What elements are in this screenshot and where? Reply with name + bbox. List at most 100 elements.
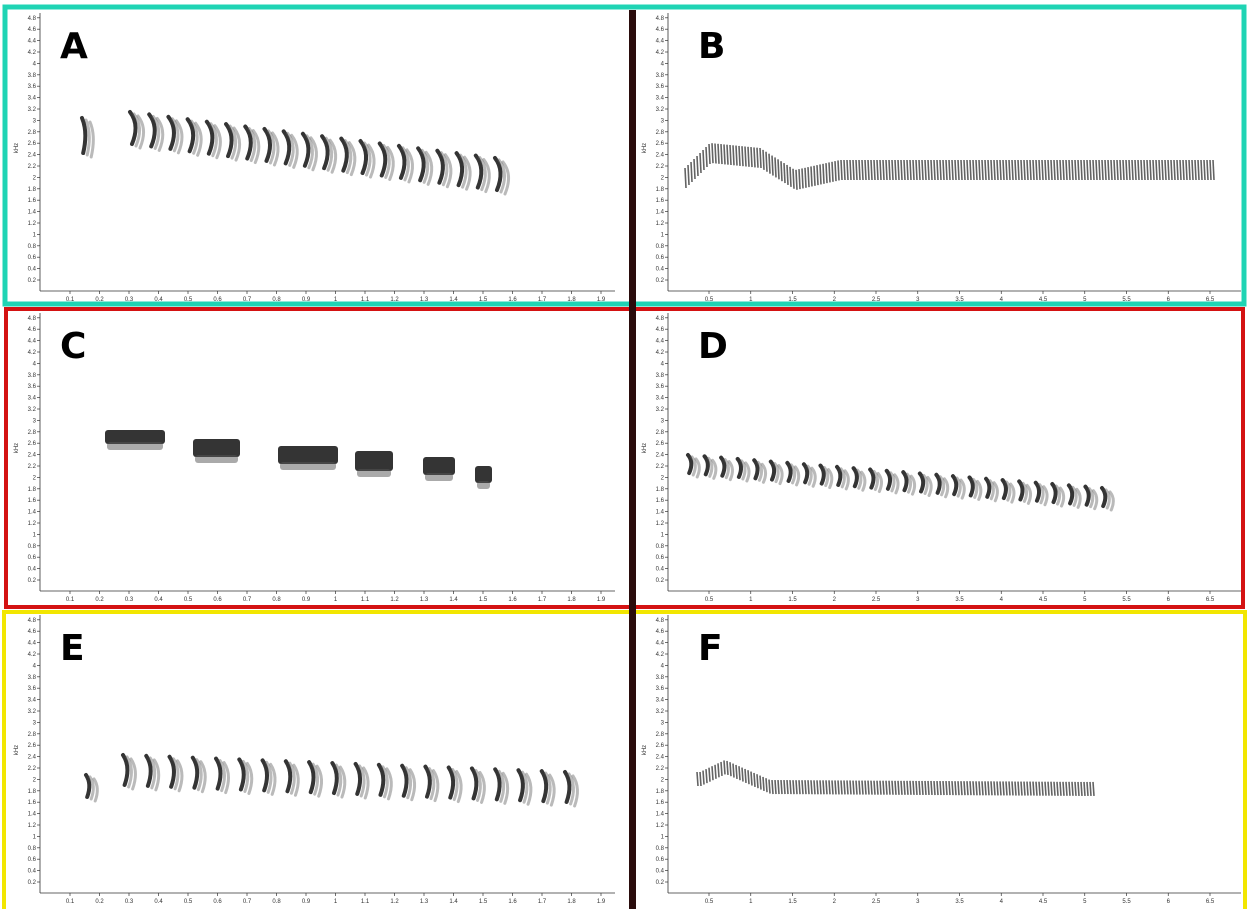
syllable <box>760 462 768 484</box>
syllable <box>922 473 929 495</box>
pulse <box>924 780 927 796</box>
pulse <box>1023 781 1026 796</box>
pulse <box>1020 159 1023 181</box>
syllable <box>501 160 510 196</box>
x-tick-label: 1.5 <box>479 899 488 905</box>
y-tick-label: 0.6 <box>656 255 665 261</box>
pulse <box>720 144 723 165</box>
syllable <box>305 134 314 170</box>
panel-letter: C <box>60 326 86 367</box>
pulse <box>762 149 765 170</box>
syllable <box>889 471 896 493</box>
y-tick-label: 2.2 <box>28 766 37 772</box>
x-tick-label: 0.5 <box>705 597 714 603</box>
x-tick-label: 1 <box>749 297 753 303</box>
syllable <box>151 114 161 150</box>
spectrogram <box>84 753 579 808</box>
pulse <box>1005 781 1008 796</box>
pulse <box>903 159 906 181</box>
syllable-shadow <box>195 455 238 463</box>
pulse <box>789 166 792 187</box>
x-tick-label: 0.5 <box>184 297 193 303</box>
pulse <box>1071 159 1074 181</box>
y-tick-label: 1.4 <box>28 210 37 216</box>
x-tick-label: 1.6 <box>508 597 517 603</box>
y-tick-label: 0.6 <box>28 857 37 863</box>
syllable <box>251 129 261 165</box>
pulse <box>1050 159 1053 181</box>
pulse <box>945 159 948 181</box>
pulse <box>1122 159 1125 181</box>
pulse <box>729 762 732 777</box>
panel-letter: A <box>60 26 88 67</box>
pulse <box>1092 781 1095 797</box>
syllable <box>381 765 389 799</box>
pulse <box>999 159 1002 181</box>
y-axis-label: kHz <box>14 745 20 755</box>
pulse <box>921 159 924 181</box>
y-tick-label: 4.6 <box>28 27 37 33</box>
syllable <box>727 460 734 482</box>
pulse <box>885 159 888 181</box>
pulse <box>1155 159 1158 181</box>
syllable <box>938 475 946 497</box>
syllable <box>497 158 506 194</box>
syllable <box>167 754 176 789</box>
syllable <box>228 124 238 160</box>
x-tick-label: 0.3 <box>125 597 134 603</box>
syllable <box>789 463 797 485</box>
pulse <box>918 159 921 181</box>
pulse <box>1203 159 1206 181</box>
x-tick-label: 0.5 <box>705 297 714 303</box>
syllable <box>768 459 777 482</box>
pulse <box>900 780 903 795</box>
y-tick-label: 4.2 <box>656 652 665 658</box>
syllable <box>801 462 810 485</box>
y-tick-label: 2.6 <box>656 441 665 447</box>
panel: 0.2 0.4 0.6 0.8 1 1.2 1.4 1.6 1.8 2 2.2 2.4 2.6 2.8 3 3… <box>14 313 615 603</box>
syllable <box>785 460 793 483</box>
syllable <box>265 760 273 794</box>
pulse <box>801 780 804 795</box>
y-tick-label: 0.2 <box>656 578 665 584</box>
syllable <box>385 767 393 801</box>
syllable <box>80 116 88 155</box>
y-tick-label: 3.4 <box>28 698 37 704</box>
pulse <box>795 780 798 795</box>
x-tick-label: 0.7 <box>243 297 252 303</box>
syllable <box>539 769 549 804</box>
pulse <box>987 781 990 796</box>
syllable <box>132 112 141 148</box>
pulse <box>717 143 720 164</box>
pulse <box>1017 781 1020 796</box>
syllable <box>194 121 203 157</box>
syllable <box>474 768 482 802</box>
pulse <box>714 764 717 779</box>
x-tick-label: 1.8 <box>567 899 576 905</box>
pulse <box>1209 159 1212 181</box>
syllable <box>567 772 575 806</box>
pulse <box>1005 159 1008 181</box>
pulse <box>828 780 831 795</box>
pulse <box>942 159 945 181</box>
pulse <box>1179 159 1182 181</box>
pulse <box>1089 159 1092 181</box>
y-tick-label: 4.8 <box>656 16 665 22</box>
syllable <box>959 478 966 500</box>
pulse <box>993 781 996 796</box>
syllable <box>222 761 230 795</box>
pulse <box>873 780 876 795</box>
syllable <box>893 473 900 495</box>
pulse <box>786 164 789 186</box>
pulse <box>816 165 819 186</box>
pulse <box>1107 159 1110 181</box>
y-tick-label: 2.6 <box>28 141 37 147</box>
syllable <box>190 119 199 155</box>
syllable <box>338 765 347 799</box>
pulse <box>738 145 741 166</box>
pulse <box>876 780 879 795</box>
y-tick-label: 0.4 <box>656 567 665 573</box>
x-tick-label: 5 <box>1083 297 1087 303</box>
pulse <box>984 781 987 796</box>
x-tick-label: 1.7 <box>538 899 547 905</box>
